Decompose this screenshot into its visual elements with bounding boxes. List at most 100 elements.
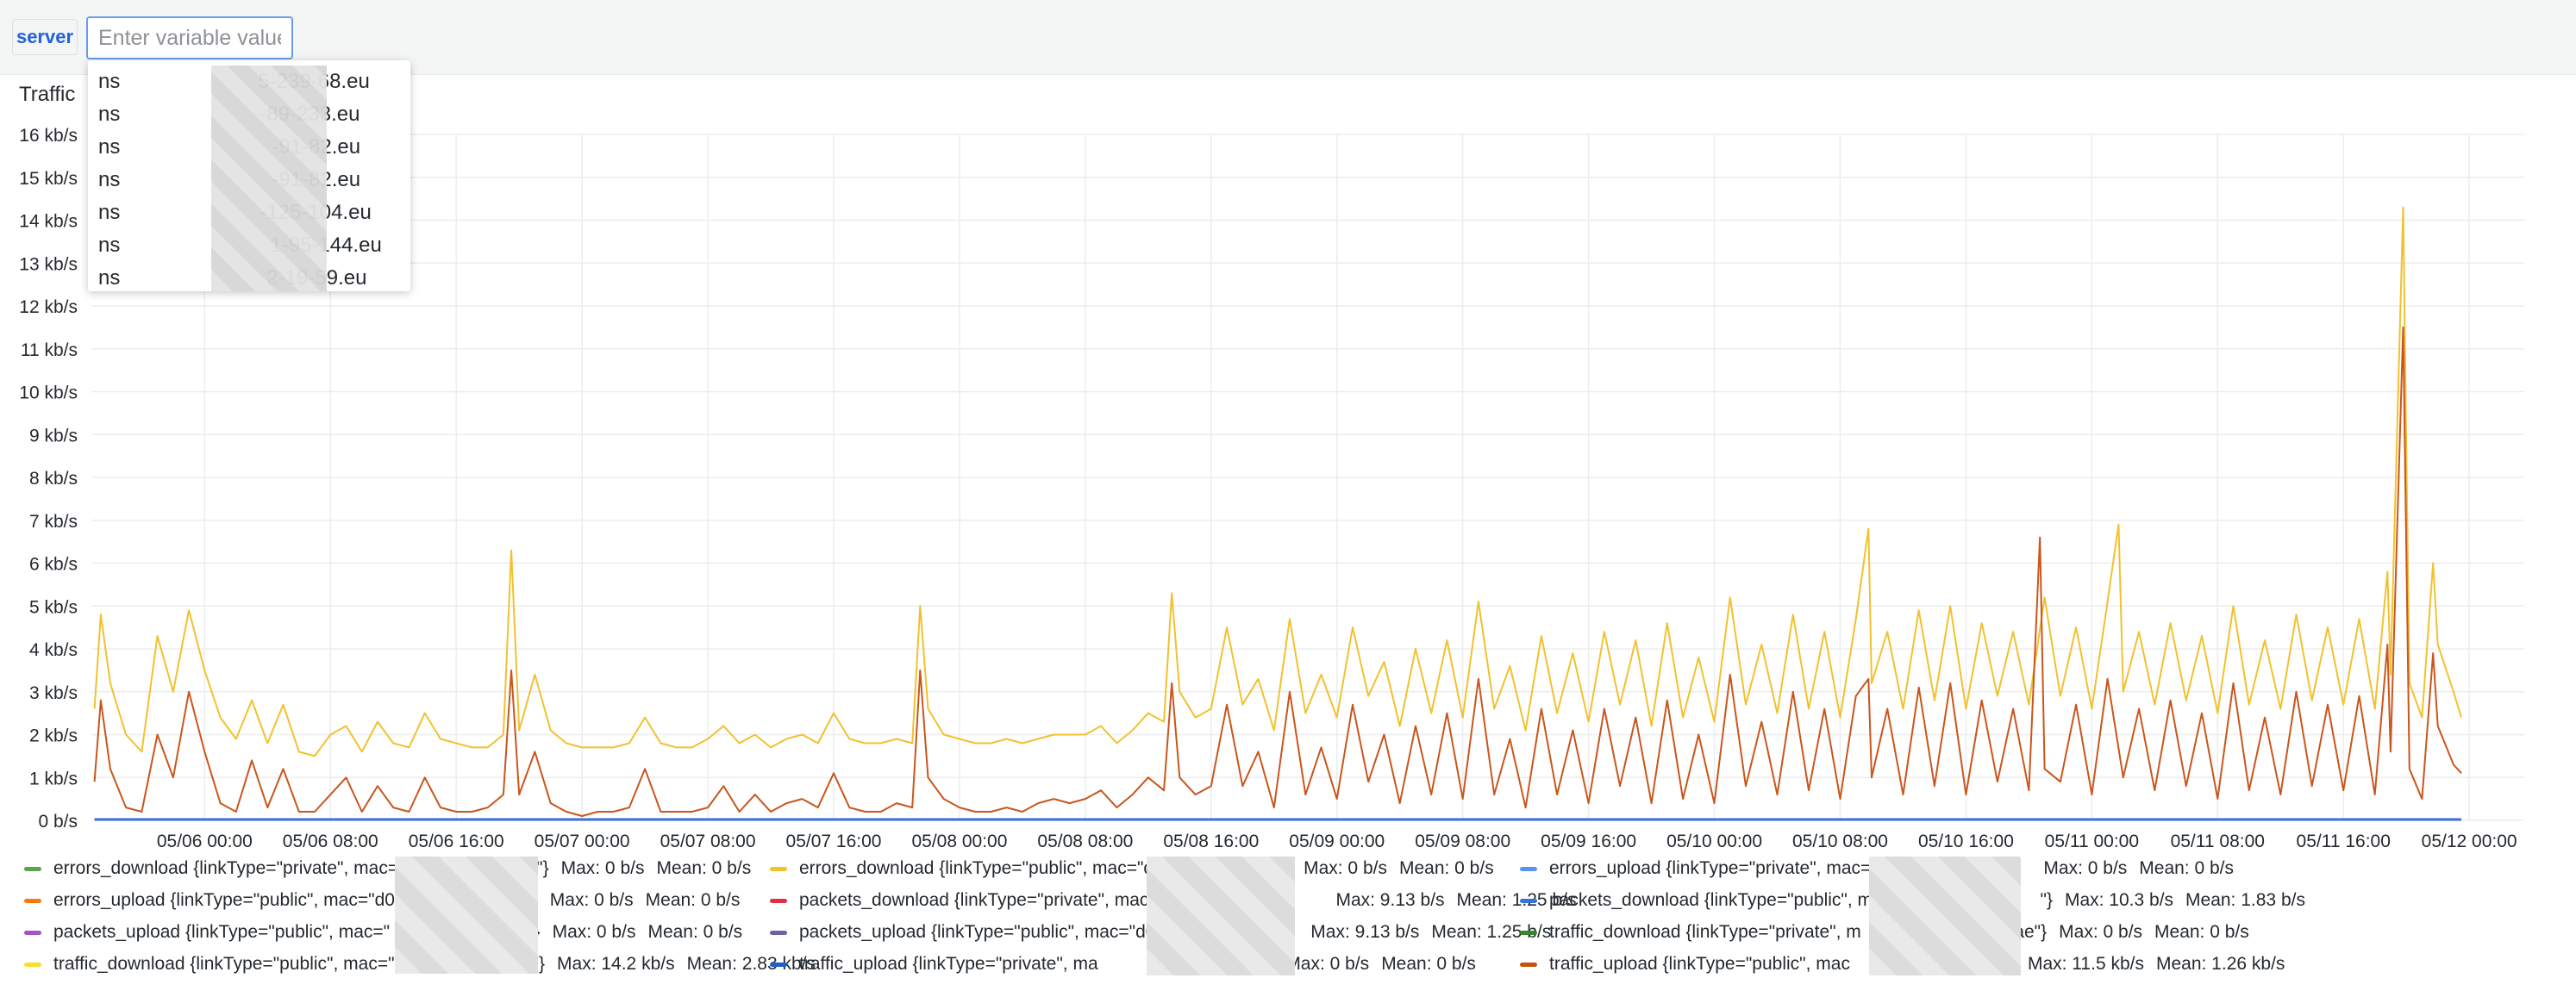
legend-max: Max: 0 b/s <box>552 922 636 942</box>
y-axis-labels: 0 b/s 1 kb/s 2 kb/s 3 kb/s 4 kb/s 5 kb/s 6 kb/… <box>19 126 78 832</box>
variable-bar: server <box>0 0 2576 74</box>
x-tick-label: 05/06 00:00 <box>157 832 253 851</box>
legend-mean: Mean: 0 b/s <box>647 922 743 942</box>
option-prefix: ns <box>98 103 121 126</box>
x-tick-label: 05/09 00:00 <box>1289 832 1385 851</box>
legend-max: Max: 9.13 b/s <box>1310 922 1420 942</box>
legend-series-name: traffic_upload {linkType="private", ma <box>799 954 1098 974</box>
y-tick-label: 1 kb/s <box>29 769 78 788</box>
x-tick-label: 05/08 16:00 <box>1163 832 1259 851</box>
legend-series-tail: "} <box>536 858 549 878</box>
x-tick-label: 05/08 08:00 <box>1037 832 1133 851</box>
legend-series-name: errors_upload {linkType="private", mac="… <box>1549 858 1894 878</box>
legend-max: Max: 0 b/s <box>1304 858 1387 878</box>
legend-swatch <box>770 962 787 967</box>
y-tick-label: 0 b/s <box>38 812 78 832</box>
legend-mean: Mean: 0 b/s <box>645 890 741 910</box>
x-tick-label: 05/06 08:00 <box>283 832 378 851</box>
legend-swatch <box>1520 930 1537 935</box>
legend-series-tail: "} <box>2040 890 2053 910</box>
legend-mean: Mean: 1.83 b/s <box>2185 890 2305 910</box>
legend-swatch <box>24 866 41 871</box>
legend-swatch <box>770 866 787 871</box>
legend-item[interactable]: packets_download {linkType="public", mac… <box>1520 885 2305 916</box>
legend-mean: Mean: 2.83 kb/s <box>686 954 816 974</box>
legend-swatch <box>24 962 41 967</box>
legend-row: packets_upload {linkType="public", mac="… <box>24 917 2559 948</box>
legend-series-name: packets_download {linkType="public", mac… <box>1549 890 1903 910</box>
legend-series-name: traffic_download {linkType="private", m <box>1549 922 1861 942</box>
x-tick-label: 05/06 16:00 <box>409 832 504 851</box>
legend-item[interactable]: traffic_download {linkType="public", mac… <box>24 949 816 980</box>
legend-mean: Mean: 0 b/s <box>656 858 752 878</box>
x-axis-labels: 05/06 00:00 05/06 08:00 05/06 16:00 05/07 0… <box>157 832 2517 851</box>
legend-mean: Mean: 0 b/s <box>2154 922 2249 942</box>
legend-series-name: packets_upload {linkType="public", mac=" <box>53 922 391 942</box>
y-tick-label: 6 kb/s <box>29 555 78 575</box>
panel-title: Traffic <box>19 83 76 106</box>
legend-mean: Mean: 0 b/s <box>2139 858 2235 878</box>
y-tick-label: 16 kb/s <box>19 126 78 146</box>
legend-series-name: packets_upload {linkType="public", mac="… <box>799 922 1161 942</box>
legend-item[interactable]: packets_upload {linkType="public", mac="… <box>24 917 742 948</box>
redacted-area <box>211 65 327 291</box>
y-tick-label: 4 kb/s <box>29 640 78 660</box>
variable-label: server <box>12 19 78 55</box>
legend-mean: Mean: 0 b/s <box>1381 954 1476 974</box>
y-tick-label: 9 kb/s <box>29 426 78 446</box>
variable-options-dropdown: ns5-239-68.euns-89-233.euns-91-82.euns-9… <box>88 60 410 291</box>
y-tick-label: 11 kb/s <box>21 340 78 360</box>
option-prefix: ns <box>98 70 121 93</box>
legend-swatch <box>24 898 41 903</box>
legend-series-name: traffic_upload {linkType="public", mac <box>1549 954 1850 974</box>
legend-series-name: errors_download {linkType="public", mac=… <box>799 858 1154 878</box>
x-tick-label: 05/09 16:00 <box>1541 832 1636 851</box>
legend-swatch <box>1520 866 1537 871</box>
legend-max: Max: 11.5 kb/s <box>2027 954 2144 974</box>
legend-max: Max: 0 b/s <box>2043 858 2128 878</box>
redacted-area <box>1869 857 2021 975</box>
legend-max: Max: 0 b/s <box>1285 954 1370 974</box>
x-tick-label: 05/09 08:00 <box>1415 832 1510 851</box>
x-tick-label: 05/11 08:00 <box>2171 832 2265 851</box>
legend-row: errors_download {linkType="private", mac… <box>24 853 2559 884</box>
legend-swatch <box>770 930 787 935</box>
option-prefix: ns <box>98 168 121 191</box>
legend-item[interactable]: packets_upload {linkType="public", mac="… <box>770 917 1551 948</box>
legend-item[interactable]: traffic_upload {linkType="private", ma:a… <box>770 949 1476 980</box>
legend-row: errors_upload {linkType="public", mac="d… <box>24 885 2559 916</box>
y-tick-label: 7 kb/s <box>29 512 78 532</box>
redacted-area <box>1147 857 1295 975</box>
variable-value-input[interactable] <box>86 16 293 59</box>
x-tick-label: 05/11 16:00 <box>2297 832 2391 851</box>
legend-item[interactable]: errors_upload {linkType="private", mac="… <box>1520 853 2234 884</box>
legend-item[interactable]: packets_download {linkType="private", ma… <box>770 885 1576 916</box>
series-line-1 <box>93 326 2462 817</box>
x-tick-label: 05/07 16:00 <box>786 832 882 851</box>
legend-max: Max: 0 b/s <box>549 890 634 910</box>
legend-series-name: packets_download {linkType="private", ma… <box>799 890 1186 910</box>
legend-swatch <box>1520 962 1537 967</box>
legend-max: Max: 9.13 b/s <box>1335 890 1445 910</box>
option-prefix: ns <box>98 135 121 159</box>
x-tick-label: 05/10 16:00 <box>1918 832 2014 851</box>
redacted-area <box>395 857 538 974</box>
y-tick-label: 13 kb/s <box>19 254 78 274</box>
y-tick-label: 8 kb/s <box>29 469 78 489</box>
y-tick-label: 3 kb/s <box>29 683 78 703</box>
y-tick-label: 14 kb/s <box>19 212 78 232</box>
x-tick-label: 05/07 00:00 <box>535 832 630 851</box>
legend-item[interactable]: errors_upload {linkType="public", mac="d… <box>24 885 740 916</box>
legend-swatch <box>24 930 41 935</box>
legend-mean: Mean: 1.26 kb/s <box>2155 954 2285 974</box>
chart-grid <box>91 134 2524 821</box>
legend-item[interactable]: errors_download {linkType="public", mac=… <box>770 853 1494 884</box>
legend-swatch <box>770 898 787 903</box>
legend-max: Max: 14.2 kb/s <box>557 954 675 974</box>
x-tick-label: 05/10 00:00 <box>1666 832 1762 851</box>
legend-swatch <box>1520 898 1537 903</box>
legend-item[interactable]: errors_download {linkType="private", mac… <box>24 853 751 884</box>
legend-max: Max: 0 b/s <box>560 858 645 878</box>
option-prefix: ns <box>98 234 121 257</box>
